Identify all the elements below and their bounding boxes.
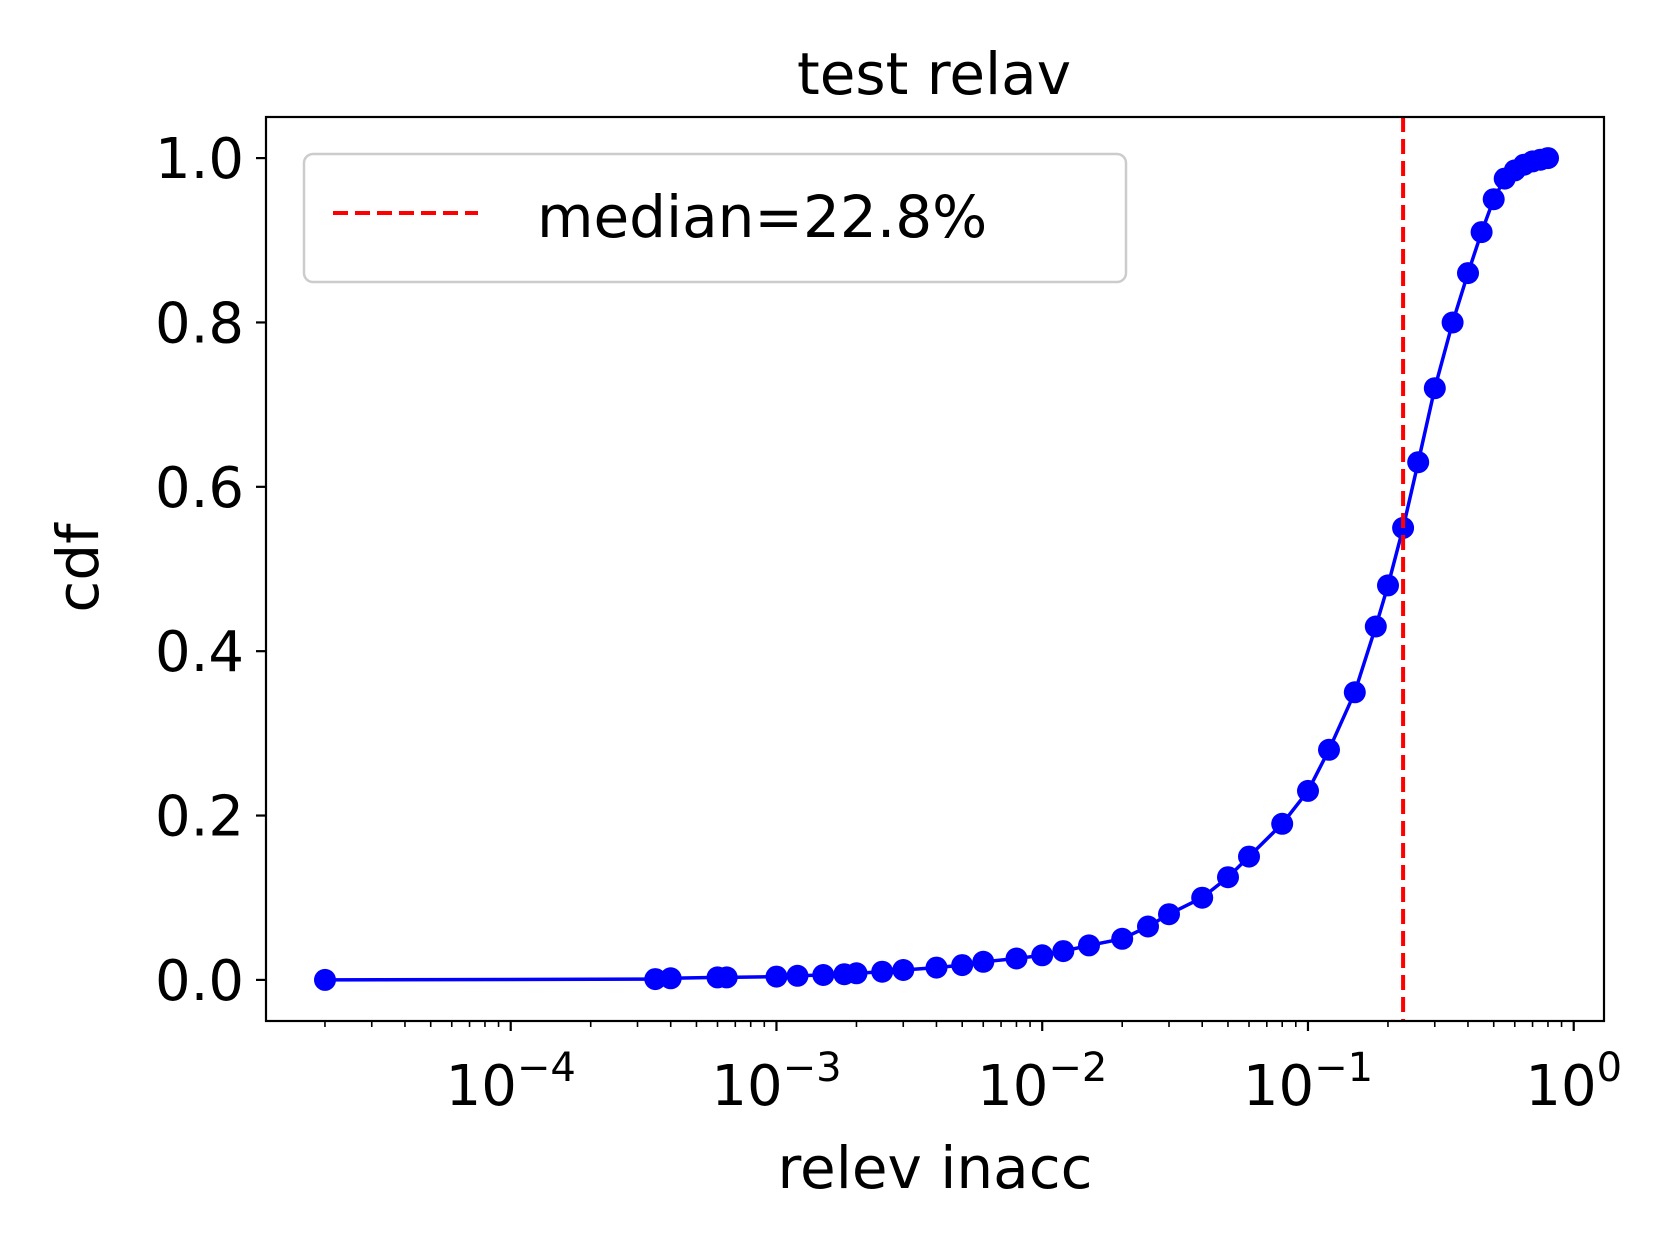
cdf-point <box>1297 779 1319 802</box>
y-tick-label: 1.0 <box>155 127 244 192</box>
x-tick-label: 10−2 <box>977 1045 1107 1119</box>
cdf-point <box>951 954 974 977</box>
cdf-point <box>1078 934 1100 957</box>
cdf-point <box>1407 451 1430 474</box>
cdf-point <box>786 964 809 987</box>
cdf-point <box>1457 262 1479 285</box>
x-axis-label: relev inacc <box>777 1134 1092 1202</box>
y-tick-label: 0.2 <box>155 785 244 850</box>
cdf-point <box>765 965 788 988</box>
cdf-point <box>1271 812 1294 835</box>
x-tick-label: 100 <box>1525 1045 1622 1119</box>
cdf-point <box>1441 311 1464 334</box>
y-axis-ticks: 0.0 0.2 0.4 0.6 0.8 1.0 <box>155 127 266 1014</box>
cdf-point <box>1031 944 1054 967</box>
plot-layer <box>314 117 1559 1021</box>
chart-title: test relav <box>797 40 1071 108</box>
cdf-point <box>1052 940 1075 963</box>
cdf-point <box>925 956 948 979</box>
cdf-point <box>314 968 336 991</box>
plot-frame <box>264 115 1606 1023</box>
legend-box <box>302 152 1128 284</box>
cdf-point <box>1364 615 1387 638</box>
y-axis-label: cdf <box>44 522 112 613</box>
x-tick-label: 10−4 <box>446 1045 576 1119</box>
cdf-point <box>972 950 995 973</box>
cdf-point <box>871 960 894 983</box>
cdf-point <box>1537 147 1559 170</box>
cdf-point <box>659 967 682 990</box>
x-tick-label: 10−1 <box>1243 1045 1373 1119</box>
cdf-point <box>1423 377 1446 400</box>
y-tick-label: 0.4 <box>155 620 244 685</box>
legend-median-label: median=22.8% <box>537 183 987 251</box>
cdf-point <box>812 964 835 986</box>
cdf-point <box>1238 845 1260 868</box>
cdf-point <box>1318 738 1340 761</box>
cdf-point <box>715 966 738 989</box>
cdf-point <box>1482 188 1505 211</box>
y-tick-label: 0.6 <box>155 456 244 521</box>
x-axis-ticks: 10−4 10−3 10−2 10−1 100 <box>324 1021 1622 1119</box>
cdf-point <box>892 959 915 981</box>
cdf-point <box>1343 681 1366 704</box>
cdf-point <box>1005 947 1028 970</box>
cdf-point <box>845 962 868 985</box>
y-tick-label: 0.0 <box>155 949 244 1014</box>
cdf-point <box>1111 927 1134 950</box>
cdf-point <box>1191 886 1214 909</box>
cdf-point <box>1158 903 1180 926</box>
legend: median=22.8% <box>302 152 1128 284</box>
cdf-point <box>1217 866 1239 889</box>
y-tick-label: 0.8 <box>155 291 244 356</box>
cdf-point <box>1137 915 1159 938</box>
cdf-point <box>1377 574 1399 597</box>
cdf-point <box>1470 221 1493 244</box>
x-tick-label: 10−3 <box>711 1045 841 1119</box>
